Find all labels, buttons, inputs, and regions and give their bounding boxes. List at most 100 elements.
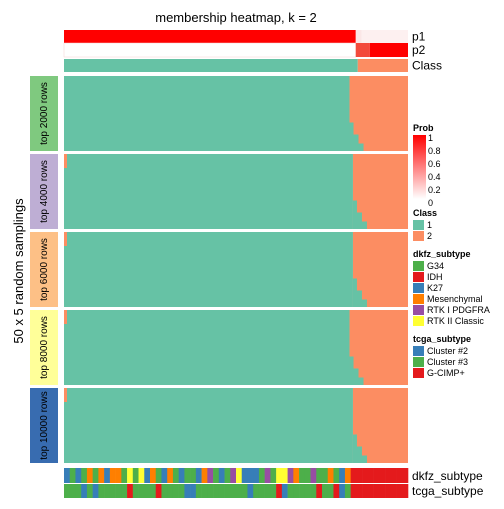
tcga-subtype-cell xyxy=(356,484,363,498)
bottom-annotation-label: tcga_subtype xyxy=(412,484,484,498)
tcga-subtype-cell xyxy=(293,484,300,498)
row-group-label: top 6000 rows xyxy=(39,238,50,301)
heatmap-boundary-step xyxy=(349,143,364,151)
dkfz-subtype-cell xyxy=(127,468,134,483)
legend-dkfz_subtype-label: G34 xyxy=(427,261,444,271)
legend-dkfz_subtype-label: K27 xyxy=(427,283,443,293)
legend-prob-tick: 0.4 xyxy=(428,172,441,182)
tcga-subtype-cell xyxy=(327,484,334,498)
row-group-strip xyxy=(30,388,58,463)
tcga-subtype-cell xyxy=(299,484,306,498)
dkfz-subtype-cell xyxy=(264,468,271,483)
dkfz-subtype-cell xyxy=(144,468,151,483)
row-group-label: top 8000 rows xyxy=(39,316,50,379)
heatmap-boundary-step xyxy=(352,221,367,229)
tcga-subtype-cell xyxy=(115,484,122,498)
dkfz-subtype-cell xyxy=(276,468,283,483)
legend-prob-gradient-bar xyxy=(413,135,426,199)
heatmap-boundary-step xyxy=(352,446,362,463)
dkfz-subtype-cell xyxy=(190,468,197,483)
tcga-subtype-cell xyxy=(213,484,220,498)
legend-dkfz_subtype-swatch xyxy=(413,272,424,282)
dkfz-subtype-cell xyxy=(69,468,76,483)
legend-class-label: 1 xyxy=(427,220,432,230)
tcga-subtype-cell xyxy=(281,484,288,498)
tcga-subtype-cell xyxy=(86,484,93,498)
dkfz-subtype-cell xyxy=(81,468,88,483)
tcga-subtype-cell xyxy=(167,484,174,498)
dkfz-subtype-cell xyxy=(98,468,105,483)
tcga-subtype-cell xyxy=(367,484,374,498)
legend-tcga_subtype-swatch xyxy=(413,346,424,356)
tcga-subtype-cell xyxy=(81,484,88,498)
dkfz-subtype-cell xyxy=(75,468,82,483)
dkfz-subtype-cell xyxy=(218,468,225,483)
tcga-subtype-cell xyxy=(316,484,323,498)
legend-dkfz_subtype-swatch xyxy=(413,261,424,271)
dkfz-subtype-cell xyxy=(385,468,392,483)
dkfz-subtype-cell xyxy=(207,468,214,483)
dkfz-subtype-cell xyxy=(402,468,409,483)
y-axis-label: 50 x 5 random samplings xyxy=(11,198,26,344)
heatmap-block-class1 xyxy=(64,232,353,307)
tcga-subtype-cell xyxy=(201,484,208,498)
dkfz-subtype-cell xyxy=(390,468,397,483)
dkfz-subtype-cell xyxy=(253,468,260,483)
class-track-2 xyxy=(357,59,408,72)
legend-prob-tick: 1 xyxy=(428,133,433,143)
tcga-subtype-cell xyxy=(121,484,128,498)
heatmap-boundary-step xyxy=(349,368,359,385)
heatmap-boundary-step xyxy=(352,212,362,229)
dkfz-subtype-cell xyxy=(115,468,122,483)
dkfz-subtype-cell xyxy=(150,468,157,483)
legend-dkfz_subtype-label: RTK II Classic xyxy=(427,316,484,326)
tcga-subtype-cell xyxy=(64,484,71,498)
tcga-subtype-cell xyxy=(396,484,403,498)
tcga-subtype-cell xyxy=(390,484,397,498)
dkfz-subtype-cell xyxy=(109,468,116,483)
legend-dkfz_subtype-swatch xyxy=(413,294,424,304)
dkfz-subtype-cell xyxy=(333,468,340,483)
dkfz-subtype-cell xyxy=(339,468,346,483)
heatmap-block-class1 xyxy=(64,388,353,463)
dkfz-subtype-cell xyxy=(155,468,162,483)
tcga-subtype-cell xyxy=(178,484,185,498)
row-group-strip xyxy=(30,154,58,229)
row-group-label: top 2000 rows xyxy=(39,82,50,145)
tcga-subtype-cell xyxy=(276,484,283,498)
tcga-subtype-cell xyxy=(155,484,162,498)
tcga-subtype-cell xyxy=(75,484,82,498)
dkfz-subtype-cell xyxy=(167,468,174,483)
p2-track-mid xyxy=(355,43,370,57)
heatmap-block-class1 xyxy=(64,76,350,151)
tcga-subtype-cell xyxy=(402,484,409,498)
dkfz-subtype-cell xyxy=(322,468,329,483)
legend-tcga_subtype-label: Cluster #3 xyxy=(427,357,468,367)
tcga-subtype-cell xyxy=(247,484,254,498)
dkfz-subtype-cell xyxy=(184,468,191,483)
heatmap-body: top 2000 rows top 4000 rows top 6000 rows t… xyxy=(30,76,408,463)
legend-class-swatch xyxy=(413,220,424,230)
dkfz-subtype-cell xyxy=(224,468,231,483)
legend-dkfz_subtype-swatch xyxy=(413,305,424,315)
tcga-subtype-cell xyxy=(264,484,271,498)
dkfz-subtype-cell xyxy=(213,468,220,483)
dkfz-subtype-cell xyxy=(172,468,179,483)
legend-class-label: 2 xyxy=(427,231,432,241)
tcga-subtype-cell xyxy=(69,484,76,498)
legend-dkfz_subtype-label: Mesenchymal xyxy=(427,294,483,304)
annotation-label-p1: p1 xyxy=(412,30,426,44)
dkfz-subtype-cell xyxy=(86,468,93,483)
tcga-subtype-cell xyxy=(362,484,369,498)
legend-dkfz_subtype-swatch xyxy=(413,283,424,293)
dkfz-subtype-cell xyxy=(379,468,386,483)
heatmap-boundary-step xyxy=(352,455,367,463)
tcga-subtype-cell xyxy=(98,484,105,498)
dkfz-subtype-cell xyxy=(356,468,363,483)
bottom-annotation-label: dkfz_subtype xyxy=(412,469,483,483)
p2-track-class2 xyxy=(369,43,408,57)
legend-tcga_subtype-label: Cluster #2 xyxy=(427,346,468,356)
heatmap-boundary-step xyxy=(352,299,367,307)
